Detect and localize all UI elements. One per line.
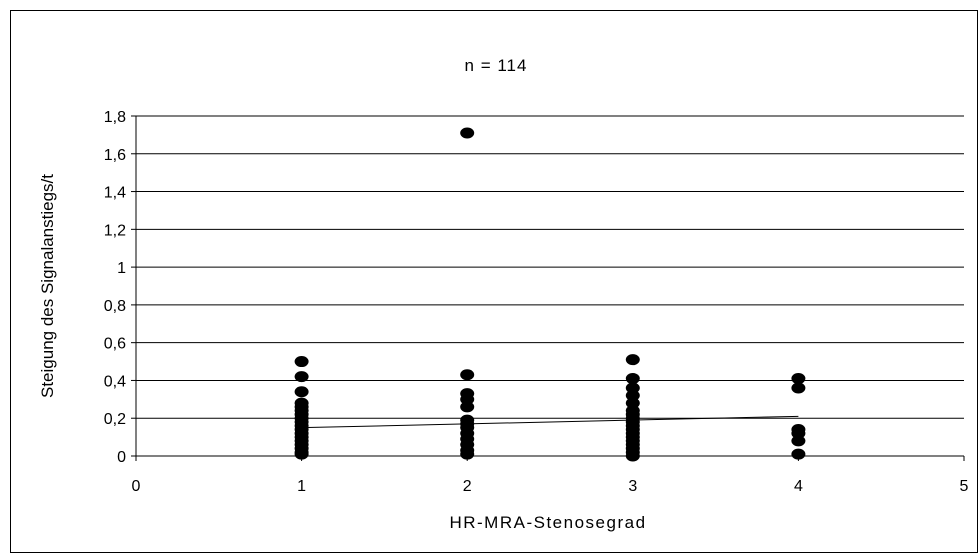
gridlines <box>131 115 964 457</box>
data-points <box>294 127 806 462</box>
y-tick-label: 0,8 <box>104 298 126 315</box>
y-tick-label: 1,8 <box>104 109 126 126</box>
y-axis-label: Steigung des Signalanstiegs/t <box>38 174 57 398</box>
data-point <box>791 373 806 385</box>
data-point <box>625 390 640 402</box>
data-point <box>625 354 640 366</box>
x-tick-label: 5 <box>960 478 969 495</box>
trendline <box>301 415 799 429</box>
data-point <box>294 386 309 398</box>
data-point <box>294 371 309 383</box>
data-point <box>460 448 475 460</box>
data-point <box>625 397 640 409</box>
y-tick-label: 0,4 <box>104 373 126 390</box>
data-point <box>791 435 806 447</box>
x-tick-label: 2 <box>463 478 472 495</box>
data-point <box>625 382 640 394</box>
x-tick-label: 0 <box>132 478 141 495</box>
y-tick-labels: 0 0,2 0,4 0,6 0,8 1 1,2 1,4 1,6 1,8 <box>104 109 126 466</box>
data-point <box>294 448 309 460</box>
data-point <box>294 356 309 368</box>
chart-frame <box>10 10 978 553</box>
y-tick-label: 1,2 <box>104 222 126 239</box>
axes <box>135 116 965 461</box>
y-tick-label: 0,6 <box>104 336 126 353</box>
data-point <box>791 448 806 460</box>
chart-title: n = 114 <box>465 56 528 75</box>
data-point <box>460 393 475 405</box>
trendline-group <box>301 415 799 429</box>
y-tick-label: 0,2 <box>104 411 126 428</box>
data-point <box>460 401 475 413</box>
data-point <box>625 450 640 462</box>
x-tick-label: 1 <box>297 478 306 495</box>
y-tick-label: 0 <box>117 449 126 466</box>
data-point <box>791 427 806 439</box>
x-tick-labels: 0 1 2 3 4 5 <box>132 478 969 495</box>
x-tick-label: 3 <box>628 478 637 495</box>
data-point <box>460 369 475 381</box>
data-point <box>460 127 475 139</box>
x-tick-label: 4 <box>794 478 803 495</box>
data-point <box>791 382 806 394</box>
x-axis-label: HR-MRA-Stenosegrad <box>449 513 646 532</box>
y-tick-label: 1,6 <box>104 147 126 164</box>
y-tick-label: 1 <box>117 260 126 277</box>
y-tick-label: 1,4 <box>104 185 126 202</box>
data-point <box>625 373 640 385</box>
